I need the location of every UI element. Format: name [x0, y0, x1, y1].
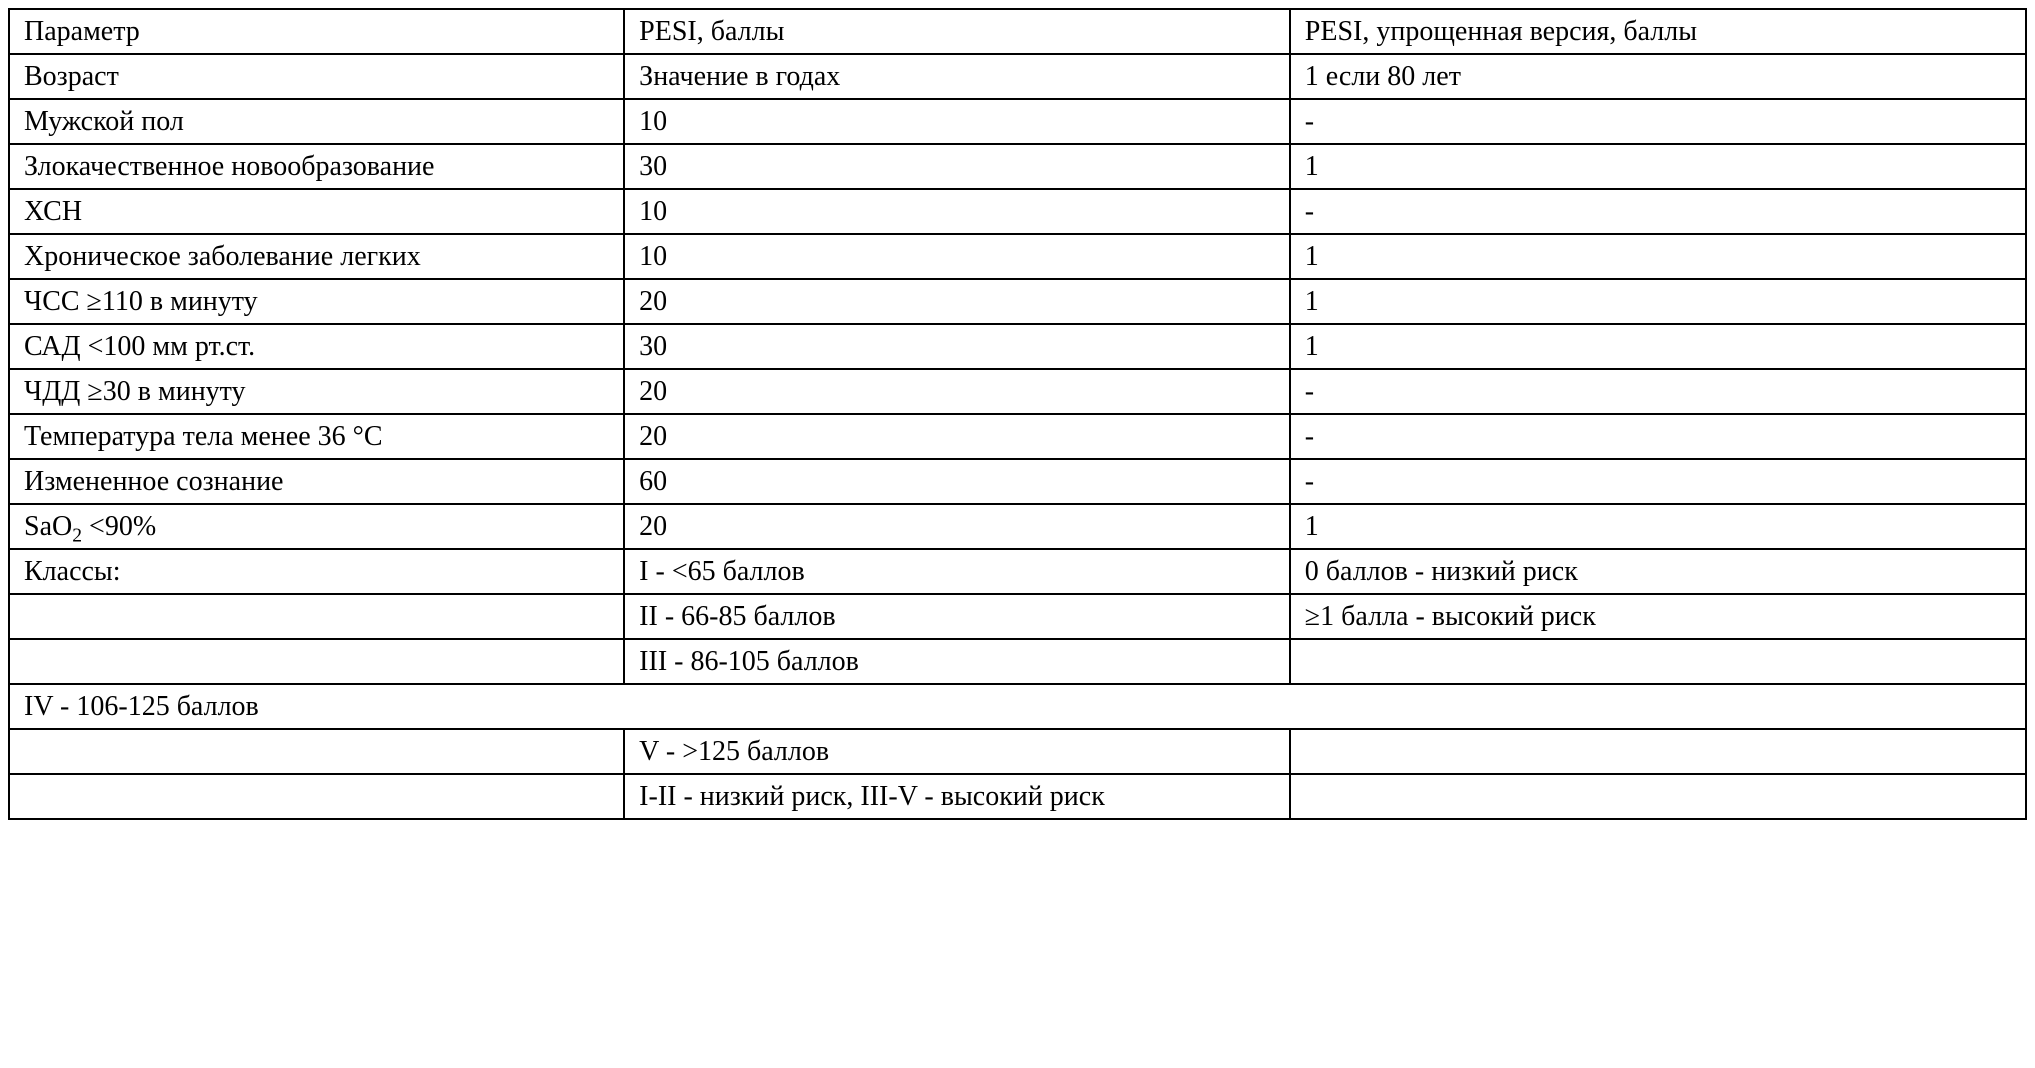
- cell-param: ХСН: [9, 189, 624, 234]
- cell-spesi: [1290, 639, 2026, 684]
- cell-param: САД <100 мм рт.ст.: [9, 324, 624, 369]
- cell-spesi: [1290, 729, 2026, 774]
- cell-param: Хроническое заболевание легких: [9, 234, 624, 279]
- cell-pesi: 60: [624, 459, 1290, 504]
- cell-spesi: 1: [1290, 324, 2026, 369]
- cell-spesi: -: [1290, 189, 2026, 234]
- cell-spesi: [1290, 774, 2026, 819]
- table-row: ВозрастЗначение в годах1 если 80 лет: [9, 54, 2026, 99]
- table-row: Мужской пол10-: [9, 99, 2026, 144]
- cell-param: Мужской пол: [9, 99, 624, 144]
- cell-param: [9, 594, 624, 639]
- cell-param: Измененное сознание: [9, 459, 624, 504]
- table-row: ХСН10-: [9, 189, 2026, 234]
- table-row: ЧСС ≥110 в минуту201: [9, 279, 2026, 324]
- cell-param: SaO2 <90%: [9, 504, 624, 549]
- table-row: САД <100 мм рт.ст.301: [9, 324, 2026, 369]
- cell-pesi: 20: [624, 504, 1290, 549]
- cell-spesi: ≥1 балла - высокий риск: [1290, 594, 2026, 639]
- cell-pesi: I-II - низкий риск, III-V - высокий риск: [624, 774, 1290, 819]
- table-row: SaO2 <90%201: [9, 504, 2026, 549]
- pesi-score-table: ПараметрPESI, баллыPESI, упрощенная верс…: [8, 8, 2027, 820]
- cell-pesi: III - 86-105 баллов: [624, 639, 1290, 684]
- cell-spesi: 1 если 80 лет: [1290, 54, 2026, 99]
- table-row: IV - 106-125 баллов: [9, 684, 2026, 729]
- table-row: V - >125 баллов: [9, 729, 2026, 774]
- cell-spesi: 1: [1290, 504, 2026, 549]
- cell-pesi: II - 66-85 баллов: [624, 594, 1290, 639]
- cell-param: ЧСС ≥110 в минуту: [9, 279, 624, 324]
- table-row: I-II - низкий риск, III-V - высокий риск: [9, 774, 2026, 819]
- cell-spesi: 1: [1290, 144, 2026, 189]
- cell-spesi: 0 баллов - низкий риск: [1290, 549, 2026, 594]
- cell-pesi: 10: [624, 189, 1290, 234]
- cell-spesi: 1: [1290, 279, 2026, 324]
- cell-spesi: -: [1290, 99, 2026, 144]
- cell-param: [9, 639, 624, 684]
- cell-spesi: -: [1290, 369, 2026, 414]
- table-header-row: ПараметрPESI, баллыPESI, упрощенная верс…: [9, 9, 2026, 54]
- table-row: ЧДД ≥30 в минуту20-: [9, 369, 2026, 414]
- cell-param: [9, 774, 624, 819]
- cell-param: Возраст: [9, 54, 624, 99]
- cell-pesi: 20: [624, 279, 1290, 324]
- cell-param: Злокачественное новообразование: [9, 144, 624, 189]
- table-row: III - 86-105 баллов: [9, 639, 2026, 684]
- table-row: Хроническое заболевание легких101: [9, 234, 2026, 279]
- cell-spesi: -: [1290, 414, 2026, 459]
- table-row: Температура тела менее 36 °C20-: [9, 414, 2026, 459]
- table-row: Злокачественное новообразование301: [9, 144, 2026, 189]
- cell-spesi: 1: [1290, 234, 2026, 279]
- table-row: Измененное сознание60-: [9, 459, 2026, 504]
- cell-param: Температура тела менее 36 °C: [9, 414, 624, 459]
- table-row: Классы:I - <65 баллов0 баллов - низкий р…: [9, 549, 2026, 594]
- cell-pesi: 20: [624, 414, 1290, 459]
- cell-pesi: 30: [624, 144, 1290, 189]
- column-header-pesi: PESI, баллы: [624, 9, 1290, 54]
- cell-fullspan: IV - 106-125 баллов: [9, 684, 2026, 729]
- cell-pesi: 10: [624, 99, 1290, 144]
- cell-pesi: Значение в годах: [624, 54, 1290, 99]
- cell-pesi: I - <65 баллов: [624, 549, 1290, 594]
- cell-pesi: 30: [624, 324, 1290, 369]
- column-header-spesi: PESI, упрощенная версия, баллы: [1290, 9, 2026, 54]
- cell-pesi: V - >125 баллов: [624, 729, 1290, 774]
- table-body: ПараметрPESI, баллыPESI, упрощенная верс…: [9, 9, 2026, 819]
- table-row: II - 66-85 баллов≥1 балла - высокий риск: [9, 594, 2026, 639]
- cell-param: Классы:: [9, 549, 624, 594]
- cell-param: [9, 729, 624, 774]
- column-header-param: Параметр: [9, 9, 624, 54]
- cell-pesi: 10: [624, 234, 1290, 279]
- cell-spesi: -: [1290, 459, 2026, 504]
- cell-pesi: 20: [624, 369, 1290, 414]
- cell-param: ЧДД ≥30 в минуту: [9, 369, 624, 414]
